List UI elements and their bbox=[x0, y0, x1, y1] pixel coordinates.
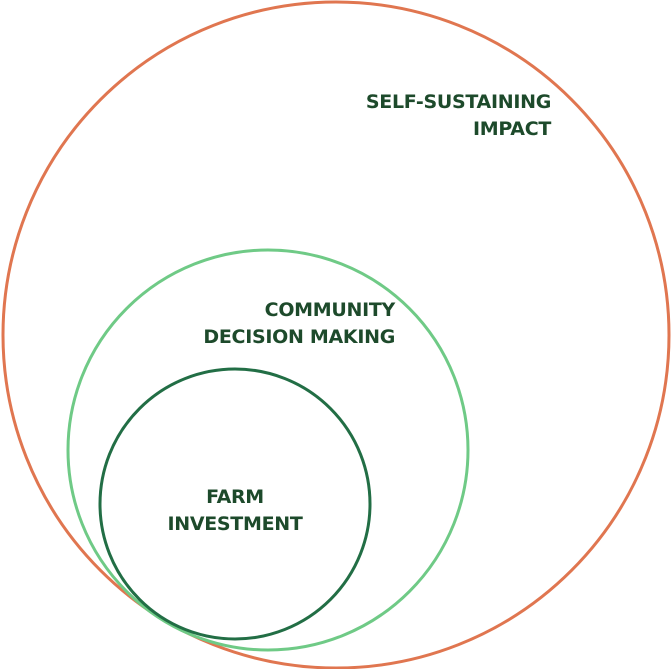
label-self-sustaining-impact: SELF-SUSTAINING IMPACT bbox=[366, 89, 551, 143]
label-farm-investment: FARM INVESTMENT bbox=[135, 484, 335, 538]
label-farm-investment-line2: INVESTMENT bbox=[167, 513, 303, 535]
label-community-decision-making-line2: DECISION MAKING bbox=[203, 326, 395, 348]
middle-circle-community-decision-making bbox=[66, 248, 470, 652]
label-self-sustaining-impact-line1: SELF-SUSTAINING bbox=[365, 91, 551, 113]
label-farm-investment-line1: FARM bbox=[206, 486, 264, 508]
label-self-sustaining-impact-line2: IMPACT bbox=[473, 118, 551, 140]
label-community-decision-making: COMMUNITY DECISION MAKING bbox=[203, 297, 395, 351]
label-community-decision-making-line1: COMMUNITY bbox=[264, 299, 396, 321]
inner-circle-farm-investment bbox=[98, 367, 372, 641]
